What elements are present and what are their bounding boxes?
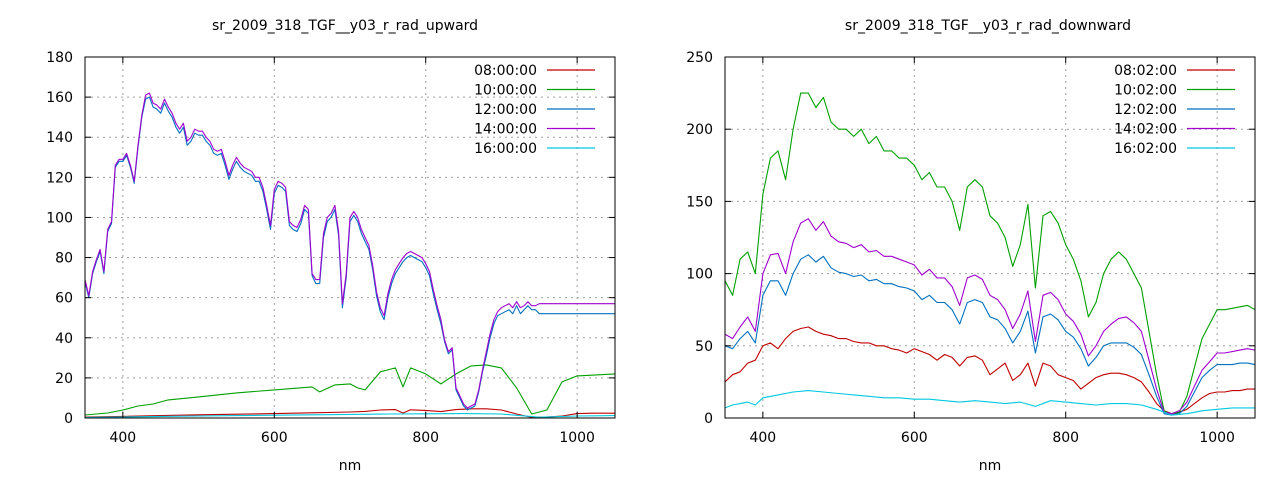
series-line-16-00-00 <box>85 413 615 418</box>
x-tick-label: 800 <box>1052 430 1079 446</box>
legend-entry-label: 16:02:00 <box>1114 141 1177 157</box>
y-tick-label: 200 <box>686 122 713 138</box>
y-tick-label: 80 <box>55 251 73 267</box>
y-tick-label: 50 <box>695 339 713 355</box>
series-line-10-00-00 <box>85 364 615 416</box>
x-tick-label: 400 <box>749 430 776 446</box>
legend: 08:02:00 10:02:00 12:02:00 14:02:00 16:02:00 <box>1114 63 1235 157</box>
y-tick-label: 100 <box>686 267 713 283</box>
legend-entry-label: 12:02:00 <box>1114 102 1177 118</box>
series-line-08-02-00 <box>725 326 1255 415</box>
y-tick-label: 120 <box>46 170 73 186</box>
legend-entry-label: 16:00:00 <box>474 141 537 157</box>
series-group <box>725 92 1255 416</box>
x-tick-label: 1000 <box>1199 430 1235 446</box>
y-tick-label: 100 <box>46 210 73 226</box>
legend-entry-label: 10:02:00 <box>1114 83 1177 99</box>
x-tick-label: 1000 <box>559 430 595 446</box>
legend-entry-label: 12:00:00 <box>474 102 537 118</box>
x-tick-label: 600 <box>901 430 928 446</box>
y-tick-label: 0 <box>64 411 73 427</box>
y-tick-label: 160 <box>46 90 73 106</box>
y-tick-label: 180 <box>46 50 73 66</box>
y-tick-label: 250 <box>686 50 713 66</box>
legend-entry-label: 08:00:00 <box>474 63 537 79</box>
x-axis-label: nm <box>979 458 1002 474</box>
x-axis-label: nm <box>339 458 362 474</box>
y-tick-label: 140 <box>46 130 73 146</box>
x-tick-label: 400 <box>109 430 136 446</box>
series-line-16-02-00 <box>725 390 1255 416</box>
x-tick-label: 800 <box>412 430 439 446</box>
plot-frame <box>84 56 616 419</box>
chart-title: sr_2009_318_TGF__y03_r_rad_upward <box>212 18 478 34</box>
chart-downward: sr_2009_318_TGF__y03_r_rad_downward 400 60… <box>686 18 1256 474</box>
y-tick-label: 40 <box>55 331 73 347</box>
chart-title: sr_2009_318_TGF__y03_r_rad_downward <box>845 18 1131 34</box>
series-group <box>85 92 615 418</box>
series-line-12-02-00 <box>725 254 1255 416</box>
plot-frame <box>724 56 1256 419</box>
legend-entry-label: 10:00:00 <box>474 83 537 99</box>
legend-entry-label: 14:00:00 <box>474 122 537 138</box>
y-tick-label: 0 <box>704 411 713 427</box>
y-tick-label: 60 <box>55 291 73 307</box>
legend: 08:00:00 10:00:00 12:00:00 14:00:00 16:00:00 <box>474 63 595 157</box>
y-tick-label: 150 <box>686 194 713 210</box>
legend-entry-label: 14:02:00 <box>1114 122 1177 138</box>
series-line-14-00-00 <box>85 92 615 409</box>
legend-entry-label: 08:02:00 <box>1114 63 1177 79</box>
y-tick-label: 20 <box>55 371 73 387</box>
x-tick-label: 600 <box>261 430 288 446</box>
